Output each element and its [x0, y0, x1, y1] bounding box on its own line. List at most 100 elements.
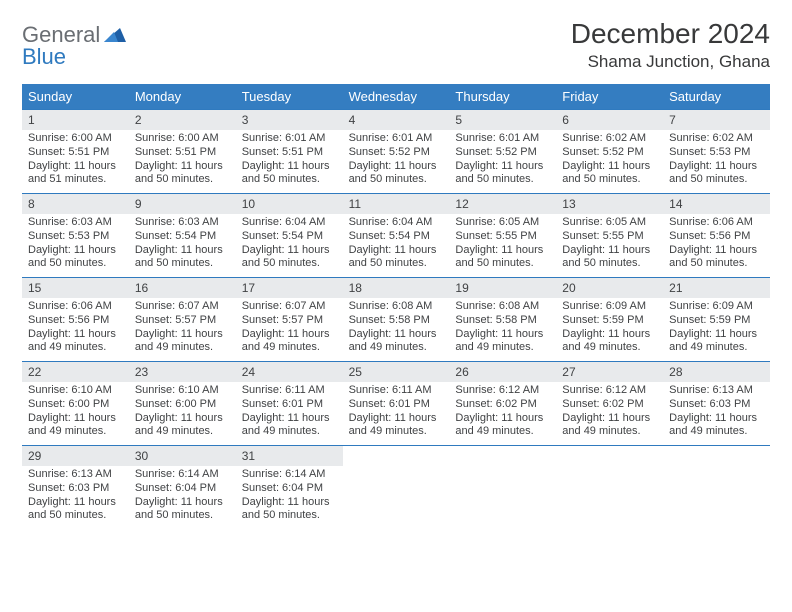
page-header: General Blue December 2024 Shama Junctio…: [22, 18, 770, 72]
day-number: 13: [556, 194, 663, 214]
day-number: 10: [236, 194, 343, 214]
calendar-day-cell: 6Sunrise: 6:02 AMSunset: 5:52 PMDaylight…: [556, 110, 663, 193]
calendar-day-cell: 30Sunrise: 6:14 AMSunset: 6:04 PMDayligh…: [129, 446, 236, 529]
day-detail-text: Sunrise: 6:10 AMSunset: 6:00 PMDaylight:…: [129, 382, 236, 445]
calendar-week: 22Sunrise: 6:10 AMSunset: 6:00 PMDayligh…: [22, 361, 770, 445]
day-number: 4: [343, 110, 450, 130]
weekday-label: Saturday: [663, 84, 770, 109]
day-detail-text: Sunrise: 6:01 AMSunset: 5:51 PMDaylight:…: [236, 130, 343, 193]
day-detail-text: Sunrise: 6:13 AMSunset: 6:03 PMDaylight:…: [663, 382, 770, 445]
day-detail-text: Sunrise: 6:14 AMSunset: 6:04 PMDaylight:…: [236, 466, 343, 529]
calendar-day-cell: 22Sunrise: 6:10 AMSunset: 6:00 PMDayligh…: [22, 362, 129, 445]
day-number: 9: [129, 194, 236, 214]
calendar-day-cell: 19Sunrise: 6:08 AMSunset: 5:58 PMDayligh…: [449, 278, 556, 361]
day-detail-text: Sunrise: 6:00 AMSunset: 5:51 PMDaylight:…: [22, 130, 129, 193]
day-detail-text: Sunrise: 6:03 AMSunset: 5:53 PMDaylight:…: [22, 214, 129, 277]
day-number: 15: [22, 278, 129, 298]
calendar-day-cell: 21Sunrise: 6:09 AMSunset: 5:59 PMDayligh…: [663, 278, 770, 361]
calendar-day-cell: 12Sunrise: 6:05 AMSunset: 5:55 PMDayligh…: [449, 194, 556, 277]
day-detail-text: Sunrise: 6:02 AMSunset: 5:52 PMDaylight:…: [556, 130, 663, 193]
calendar-empty-cell: [556, 446, 663, 529]
weekday-label: Monday: [129, 84, 236, 109]
weekday-label: Wednesday: [343, 84, 450, 109]
calendar-empty-cell: [343, 446, 450, 529]
calendar-week: 15Sunrise: 6:06 AMSunset: 5:56 PMDayligh…: [22, 277, 770, 361]
day-detail-text: Sunrise: 6:12 AMSunset: 6:02 PMDaylight:…: [449, 382, 556, 445]
calendar-day-cell: 18Sunrise: 6:08 AMSunset: 5:58 PMDayligh…: [343, 278, 450, 361]
day-detail-text: Sunrise: 6:14 AMSunset: 6:04 PMDaylight:…: [129, 466, 236, 529]
day-number: 19: [449, 278, 556, 298]
day-detail-text: Sunrise: 6:02 AMSunset: 5:53 PMDaylight:…: [663, 130, 770, 193]
calendar-day-cell: 5Sunrise: 6:01 AMSunset: 5:52 PMDaylight…: [449, 110, 556, 193]
day-detail-text: Sunrise: 6:07 AMSunset: 5:57 PMDaylight:…: [129, 298, 236, 361]
day-detail-text: Sunrise: 6:04 AMSunset: 5:54 PMDaylight:…: [343, 214, 450, 277]
logo-triangle-icon: [104, 26, 126, 47]
day-detail-text: Sunrise: 6:09 AMSunset: 5:59 PMDaylight:…: [556, 298, 663, 361]
day-number: 24: [236, 362, 343, 382]
day-number: 1: [22, 110, 129, 130]
day-detail-text: Sunrise: 6:05 AMSunset: 5:55 PMDaylight:…: [449, 214, 556, 277]
weekday-label: Sunday: [22, 84, 129, 109]
day-number: 14: [663, 194, 770, 214]
brand-logo: General Blue: [22, 18, 126, 70]
day-detail-text: Sunrise: 6:07 AMSunset: 5:57 PMDaylight:…: [236, 298, 343, 361]
calendar-day-cell: 13Sunrise: 6:05 AMSunset: 5:55 PMDayligh…: [556, 194, 663, 277]
day-number: 17: [236, 278, 343, 298]
day-number: 6: [556, 110, 663, 130]
calendar-day-cell: 31Sunrise: 6:14 AMSunset: 6:04 PMDayligh…: [236, 446, 343, 529]
day-number: 11: [343, 194, 450, 214]
day-detail-text: Sunrise: 6:06 AMSunset: 5:56 PMDaylight:…: [663, 214, 770, 277]
day-detail-text: Sunrise: 6:04 AMSunset: 5:54 PMDaylight:…: [236, 214, 343, 277]
day-number: 22: [22, 362, 129, 382]
calendar-day-cell: 29Sunrise: 6:13 AMSunset: 6:03 PMDayligh…: [22, 446, 129, 529]
calendar-grid: SundayMondayTuesdayWednesdayThursdayFrid…: [22, 84, 770, 529]
calendar-day-cell: 28Sunrise: 6:13 AMSunset: 6:03 PMDayligh…: [663, 362, 770, 445]
calendar-day-cell: 20Sunrise: 6:09 AMSunset: 5:59 PMDayligh…: [556, 278, 663, 361]
calendar-day-cell: 26Sunrise: 6:12 AMSunset: 6:02 PMDayligh…: [449, 362, 556, 445]
calendar-day-cell: 10Sunrise: 6:04 AMSunset: 5:54 PMDayligh…: [236, 194, 343, 277]
calendar-day-cell: 16Sunrise: 6:07 AMSunset: 5:57 PMDayligh…: [129, 278, 236, 361]
calendar-body: 1Sunrise: 6:00 AMSunset: 5:51 PMDaylight…: [22, 109, 770, 529]
day-number: 30: [129, 446, 236, 466]
day-number: 18: [343, 278, 450, 298]
calendar-day-cell: 2Sunrise: 6:00 AMSunset: 5:51 PMDaylight…: [129, 110, 236, 193]
calendar-empty-cell: [449, 446, 556, 529]
calendar-day-cell: 27Sunrise: 6:12 AMSunset: 6:02 PMDayligh…: [556, 362, 663, 445]
calendar-day-cell: 17Sunrise: 6:07 AMSunset: 5:57 PMDayligh…: [236, 278, 343, 361]
day-detail-text: Sunrise: 6:13 AMSunset: 6:03 PMDaylight:…: [22, 466, 129, 529]
calendar-page: General Blue December 2024 Shama Junctio…: [0, 0, 792, 547]
calendar-day-cell: 7Sunrise: 6:02 AMSunset: 5:53 PMDaylight…: [663, 110, 770, 193]
day-detail-text: Sunrise: 6:10 AMSunset: 6:00 PMDaylight:…: [22, 382, 129, 445]
day-number: 29: [22, 446, 129, 466]
calendar-empty-cell: [663, 446, 770, 529]
calendar-weekday-header: SundayMondayTuesdayWednesdayThursdayFrid…: [22, 84, 770, 109]
day-number: 2: [129, 110, 236, 130]
calendar-week: 29Sunrise: 6:13 AMSunset: 6:03 PMDayligh…: [22, 445, 770, 529]
day-number: 12: [449, 194, 556, 214]
calendar-day-cell: 9Sunrise: 6:03 AMSunset: 5:54 PMDaylight…: [129, 194, 236, 277]
title-month: December 2024: [571, 18, 770, 50]
day-number: 31: [236, 446, 343, 466]
day-number: 16: [129, 278, 236, 298]
day-number: 23: [129, 362, 236, 382]
day-number: 21: [663, 278, 770, 298]
calendar-day-cell: 8Sunrise: 6:03 AMSunset: 5:53 PMDaylight…: [22, 194, 129, 277]
calendar-day-cell: 24Sunrise: 6:11 AMSunset: 6:01 PMDayligh…: [236, 362, 343, 445]
day-detail-text: Sunrise: 6:08 AMSunset: 5:58 PMDaylight:…: [343, 298, 450, 361]
day-detail-text: Sunrise: 6:01 AMSunset: 5:52 PMDaylight:…: [343, 130, 450, 193]
day-detail-text: Sunrise: 6:09 AMSunset: 5:59 PMDaylight:…: [663, 298, 770, 361]
calendar-week: 8Sunrise: 6:03 AMSunset: 5:53 PMDaylight…: [22, 193, 770, 277]
day-number: 7: [663, 110, 770, 130]
title-block: December 2024 Shama Junction, Ghana: [571, 18, 770, 72]
day-detail-text: Sunrise: 6:05 AMSunset: 5:55 PMDaylight:…: [556, 214, 663, 277]
calendar-day-cell: 25Sunrise: 6:11 AMSunset: 6:01 PMDayligh…: [343, 362, 450, 445]
calendar-day-cell: 4Sunrise: 6:01 AMSunset: 5:52 PMDaylight…: [343, 110, 450, 193]
day-number: 27: [556, 362, 663, 382]
day-number: 28: [663, 362, 770, 382]
day-detail-text: Sunrise: 6:11 AMSunset: 6:01 PMDaylight:…: [343, 382, 450, 445]
brand-blue: Blue: [22, 44, 66, 70]
day-number: 25: [343, 362, 450, 382]
calendar-day-cell: 15Sunrise: 6:06 AMSunset: 5:56 PMDayligh…: [22, 278, 129, 361]
calendar-day-cell: 23Sunrise: 6:10 AMSunset: 6:00 PMDayligh…: [129, 362, 236, 445]
day-detail-text: Sunrise: 6:00 AMSunset: 5:51 PMDaylight:…: [129, 130, 236, 193]
